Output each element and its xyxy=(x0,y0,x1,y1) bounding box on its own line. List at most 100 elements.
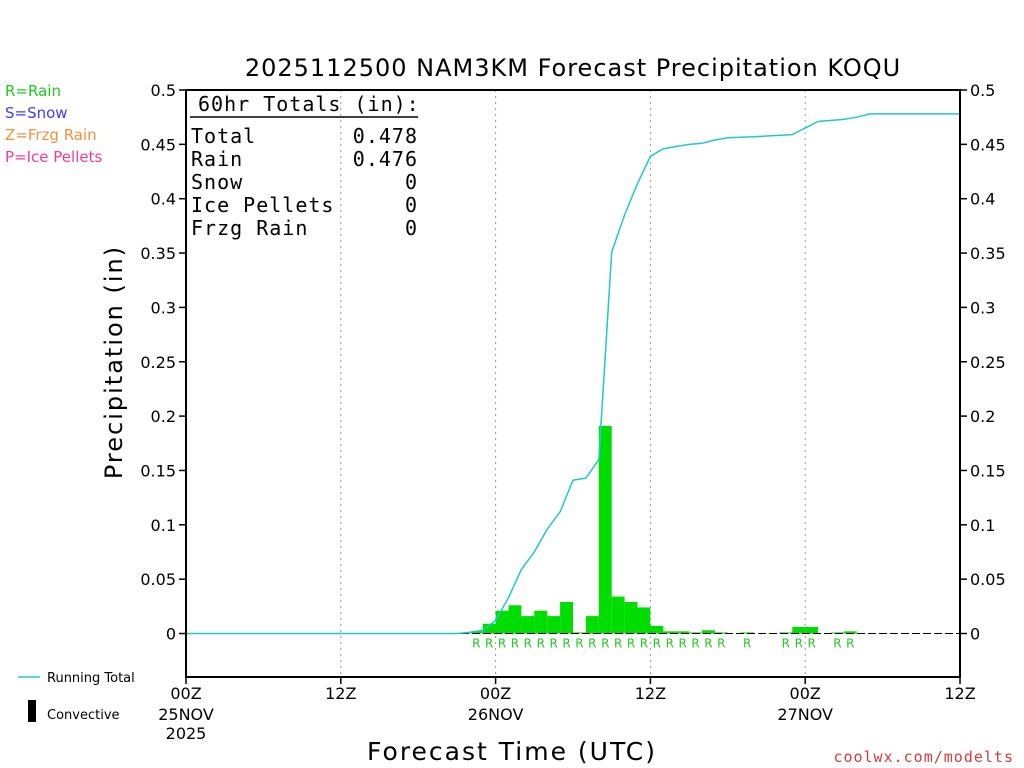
y-tick-label-left: 0.25 xyxy=(140,353,176,372)
precip-bar xyxy=(650,625,664,634)
rain-mark: R xyxy=(575,637,583,651)
precip-bar xyxy=(482,623,496,634)
precip-bar xyxy=(469,631,483,634)
precip-bar xyxy=(831,632,844,634)
y-tick-label-left: 0.15 xyxy=(140,461,176,480)
totals-row-label: Frzg Rain xyxy=(191,216,308,240)
precip-bar xyxy=(714,632,728,634)
precip-bar xyxy=(702,630,715,634)
precip-bar xyxy=(534,610,548,634)
rain-mark: R xyxy=(846,637,854,651)
chart-title: 2025112500 NAM3KM Forecast Precipitation… xyxy=(245,54,901,82)
ptype-legend-snow: S=Snow xyxy=(5,104,68,122)
rain-mark: R xyxy=(511,637,519,651)
running-total-line-group xyxy=(186,113,960,635)
rain-mark: R xyxy=(614,637,622,651)
ptype-legend: R=Rain S=Snow Z=Frzg Rain P=Ice Pellets xyxy=(5,80,102,168)
rain-mark: R xyxy=(562,637,570,651)
y-tick-label-right: 0.2 xyxy=(970,407,995,426)
x-tick-label: 00Z xyxy=(480,684,511,703)
precip-bar xyxy=(521,616,535,634)
totals-row-value: 0.476 xyxy=(353,147,418,171)
ptype-legend-ice-pellets: P=Ice Pellets xyxy=(5,148,103,166)
x-tick-label: 12Z xyxy=(635,684,666,703)
precip-bar xyxy=(779,632,793,634)
rain-mark: R xyxy=(524,637,532,651)
precip-bar xyxy=(495,610,509,634)
precip-bar xyxy=(547,616,561,634)
precip-bar xyxy=(792,626,806,634)
totals-row-value: 0 xyxy=(405,170,418,194)
y-tick-label-right: 0.25 xyxy=(970,353,1006,372)
running-total-line xyxy=(186,113,960,635)
rain-mark: R xyxy=(549,637,557,651)
x-axis-label: Forecast Time (UTC) xyxy=(367,737,657,766)
hourly-precip-bars xyxy=(469,425,857,634)
rain-mark: R xyxy=(601,637,609,651)
rain-mark: R xyxy=(472,637,480,651)
totals-row-value: 0.478 xyxy=(353,124,418,148)
totals-row-value: 0 xyxy=(405,216,418,240)
totals-row-label: Total xyxy=(191,124,256,148)
ptype-legend-rain: R=Rain xyxy=(5,82,61,100)
rain-mark: R xyxy=(717,637,725,651)
rain-mark: R xyxy=(743,637,751,651)
totals-row-value: 0 xyxy=(405,193,418,217)
x-tick-label: 00Z xyxy=(170,684,201,703)
convective-legend-swatch xyxy=(28,700,36,722)
x-tick-date-label: 26NOV xyxy=(468,705,524,724)
x-tick-label: 12Z xyxy=(325,684,356,703)
axes: 0 00.05 0.050.1 0.10.15 0.150.2 0.20.25 0.250.… xyxy=(140,81,1005,743)
x-tick-date-label: 25NOV xyxy=(158,705,214,724)
y-tick-label-right: 0.15 xyxy=(970,461,1006,480)
x-tick-label: 12Z xyxy=(944,684,975,703)
rain-mark: R xyxy=(627,637,635,651)
precip-bar xyxy=(676,631,690,634)
rain-mark: R xyxy=(782,637,790,651)
convective-legend-label: Convective xyxy=(47,708,120,723)
totals-header: 60hr Totals (in): xyxy=(198,92,420,116)
y-tick-label-right: 0 xyxy=(970,625,980,644)
credit-text: coolwx.com/modelts xyxy=(833,748,1014,766)
rain-mark: R xyxy=(498,637,506,651)
y-tick-label-left: 0.3 xyxy=(151,298,176,317)
y-tick-label-right: 0.45 xyxy=(970,135,1006,154)
rain-mark: R xyxy=(807,637,815,651)
y-tick-label-left: 0.1 xyxy=(151,516,176,535)
rain-mark: R xyxy=(640,637,648,651)
y-tick-label-right: 0.3 xyxy=(970,298,995,317)
precip-bar xyxy=(663,631,677,634)
rain-mark: R xyxy=(666,637,674,651)
totals-row-label: Rain xyxy=(191,147,243,171)
precip-bar xyxy=(637,607,651,634)
rain-mark: R xyxy=(588,637,596,651)
precip-bar xyxy=(624,601,638,634)
totals-row-label: Ice Pellets xyxy=(191,193,334,217)
ptype-legend-frzg-rain: Z=Frzg Rain xyxy=(5,126,97,144)
rain-mark: R xyxy=(691,637,699,651)
y-tick-label-right: 0.1 xyxy=(970,516,995,535)
precip-bar xyxy=(560,601,573,634)
y-tick-label-right: 0.35 xyxy=(970,244,1006,263)
precip-bar xyxy=(585,616,599,634)
x-tick-label: 00Z xyxy=(790,684,821,703)
rain-mark: R xyxy=(653,637,661,651)
y-tick-label-left: 0.45 xyxy=(140,135,176,154)
rain-mark: R xyxy=(833,637,841,651)
y-tick-label-right: 0.5 xyxy=(970,81,995,100)
y-tick-label-right: 0.05 xyxy=(970,570,1006,589)
totals-row-label: Snow xyxy=(191,170,243,194)
vertical-grid xyxy=(340,90,806,677)
precip-bar xyxy=(508,605,522,634)
y-tick-label-left: 0.4 xyxy=(151,190,176,209)
rain-mark: R xyxy=(795,637,803,651)
plot-frame xyxy=(185,89,961,678)
y-axis-label: Precipitation (in) xyxy=(100,245,128,479)
precip-bar xyxy=(611,596,625,634)
rain-mark: R xyxy=(678,637,686,651)
precip-bar xyxy=(689,632,702,634)
totals-box: 60hr Totals (in): Total 0.478 Rain 0.476 Snow… xyxy=(190,92,420,240)
running-total-legend-label: Running Total xyxy=(47,671,135,686)
